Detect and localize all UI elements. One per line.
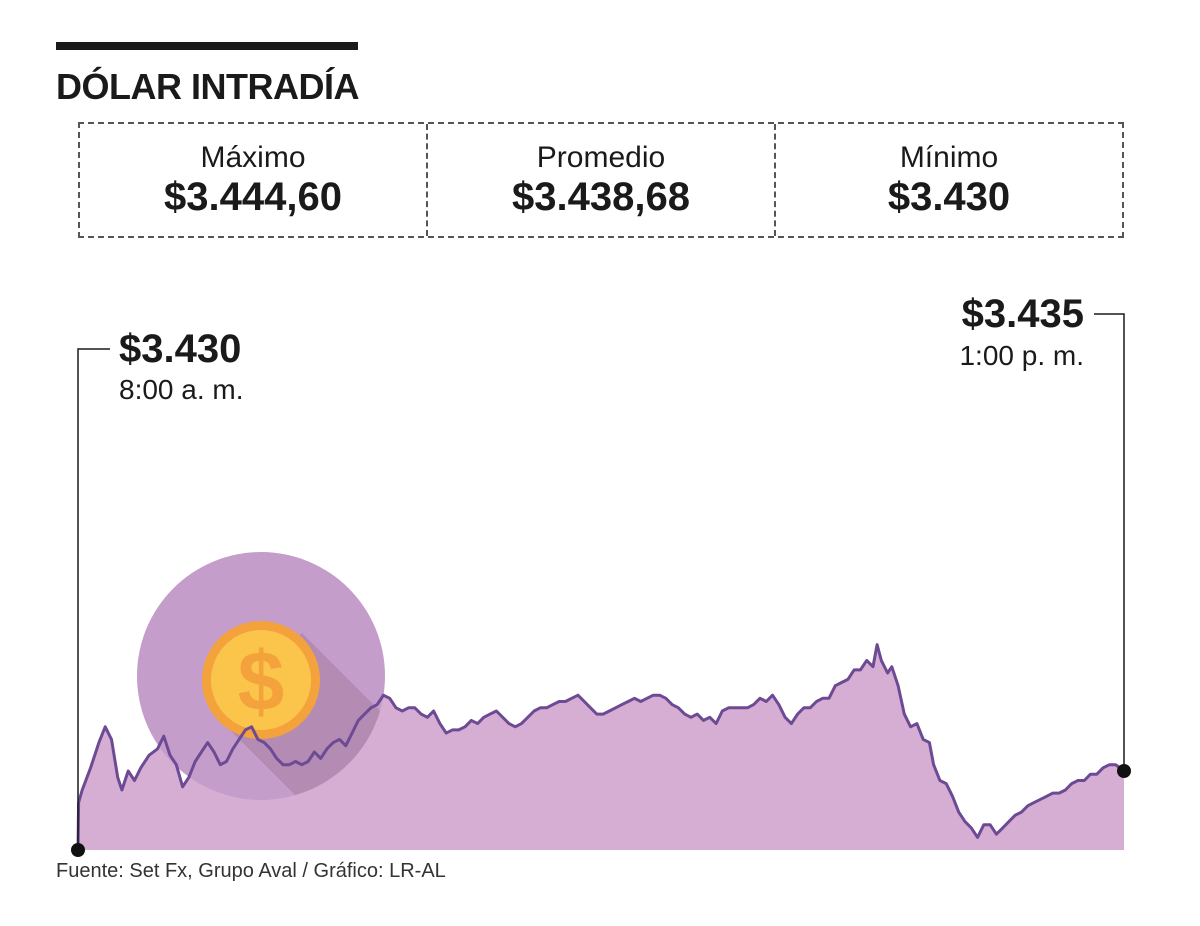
leader-line-end bbox=[1094, 313, 1125, 771]
area-fill bbox=[78, 644, 1124, 850]
stat-max-label: Máximo bbox=[200, 141, 306, 174]
stat-avg: Promedio $3.438,68 bbox=[426, 124, 774, 236]
stat-min: Mínimo $3.430 bbox=[774, 124, 1122, 236]
stat-avg-value: $3.438,68 bbox=[512, 175, 690, 219]
title-rule bbox=[56, 42, 358, 50]
start-price-label: $3.430 bbox=[119, 327, 242, 371]
end-point-marker bbox=[1117, 764, 1131, 778]
stat-min-label: Mínimo bbox=[899, 141, 999, 174]
stats-panel: Máximo $3.444,60 Promedio $3.438,68 Míni… bbox=[78, 122, 1124, 238]
stat-max: Máximo $3.444,60 bbox=[80, 124, 426, 236]
price-line bbox=[76, 643, 1125, 851]
source-note: Fuente: Set Fx, Grupo Aval / Gráfico: LR… bbox=[56, 860, 446, 882]
stat-min-value: $3.430 bbox=[887, 175, 1011, 219]
dollar-sign-icon: $ bbox=[238, 634, 285, 728]
start-point-marker bbox=[71, 843, 85, 857]
chart-title: DÓLAR INTRADÍA bbox=[56, 66, 359, 107]
stat-max-value: $3.444,60 bbox=[164, 175, 342, 219]
stat-avg-label: Promedio bbox=[536, 141, 666, 174]
start-time-label: 8:00 a. m. bbox=[119, 374, 244, 405]
end-time-label: 1:00 p. m. bbox=[959, 340, 1084, 371]
coin-illustration: $ bbox=[137, 552, 385, 800]
coin-inner-circle bbox=[211, 630, 311, 730]
leader-line-start bbox=[77, 348, 110, 850]
end-price-label: $3.435 bbox=[961, 292, 1084, 336]
